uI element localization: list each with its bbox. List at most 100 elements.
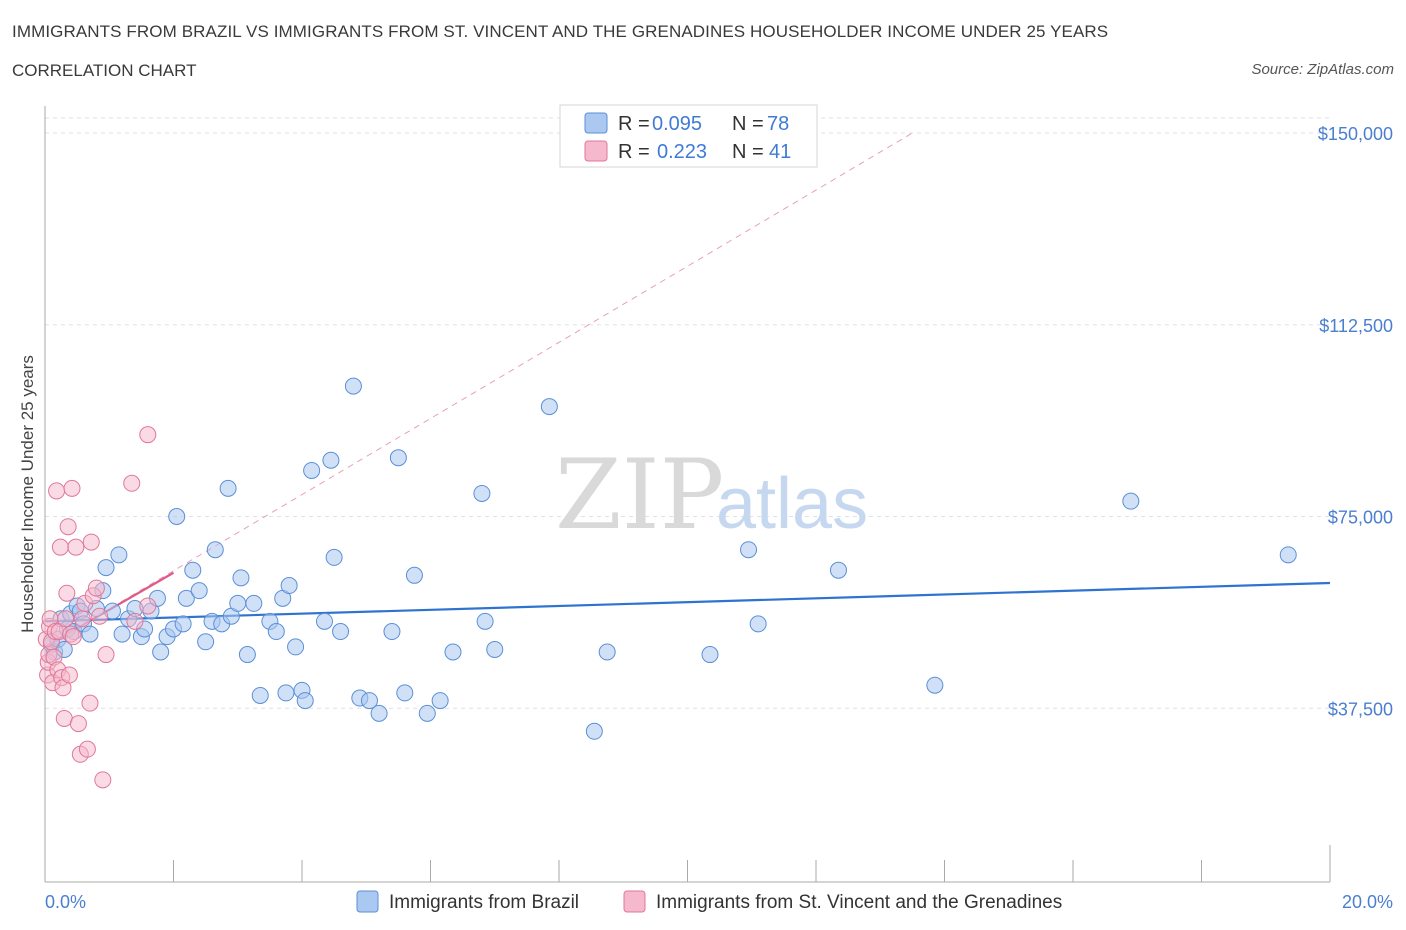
point-brazil-59 <box>370 704 388 722</box>
point-stvincent-23 <box>64 628 82 646</box>
point-brazil-69 <box>486 640 504 658</box>
point-brazil-77 <box>926 676 944 694</box>
point-brazil-34 <box>206 541 224 559</box>
legend-r-label-brazil: R = <box>618 113 650 135</box>
trend-line-stvincent-extended <box>44 132 913 648</box>
point-brazil-16 <box>110 546 128 564</box>
point-brazil-46 <box>277 684 295 702</box>
point-brazil-62 <box>396 684 414 702</box>
y-tick-label-1: $75,000 <box>1328 508 1393 528</box>
point-brazil-72 <box>598 643 616 661</box>
point-stvincent-10 <box>48 482 66 500</box>
legend-n-value-stvincent: 41 <box>769 141 791 163</box>
point-brazil-47 <box>280 577 298 595</box>
point-brazil-44 <box>267 623 285 641</box>
point-stvincent-16 <box>55 709 73 727</box>
point-stvincent-37 <box>123 474 141 492</box>
y-tick-label-3: $150,000 <box>1318 124 1393 144</box>
point-brazil-56 <box>344 377 362 395</box>
point-brazil-28 <box>174 615 192 633</box>
y-tick-label-2: $112,500 <box>1319 316 1393 336</box>
point-brazil-63 <box>405 566 423 584</box>
trend-layer <box>44 132 1331 648</box>
point-brazil-54 <box>325 548 343 566</box>
bottom-legend-swatch-stvincent <box>623 890 646 913</box>
point-stvincent-30 <box>81 694 99 712</box>
point-stvincent-40 <box>139 426 157 444</box>
point-stvincent-19 <box>59 518 77 536</box>
point-brazil-74 <box>740 541 758 559</box>
y-tick-labels: $37,500 $75,000 $112,500 $150,000 <box>1318 124 1393 719</box>
legend-swatch-brazil <box>584 112 608 134</box>
bottom-legend-label-stvincent: Immigrants from St. Vincent and the Gren… <box>656 892 1062 913</box>
chart-title: IMMIGRANTS FROM BRAZIL VS IMMIGRANTS FRO… <box>12 22 1109 41</box>
point-brazil-52 <box>315 612 333 630</box>
point-brazil-17 <box>113 625 131 643</box>
point-brazil-55 <box>332 623 350 641</box>
point-brazil-48 <box>287 638 305 656</box>
legend-r-label-stvincent: R = <box>618 141 650 163</box>
point-brazil-24 <box>152 643 170 661</box>
point-brazil-53 <box>322 451 340 469</box>
x-tick-label-min: 0.0% <box>45 892 86 912</box>
trend-line-brazil <box>44 581 1331 623</box>
point-stvincent-29 <box>78 740 96 758</box>
point-brazil-65 <box>431 692 449 710</box>
y-tick-label-0: $37,500 <box>1328 699 1393 719</box>
point-brazil-50 <box>296 692 314 710</box>
point-brazil-58 <box>360 692 378 710</box>
point-brazil-29 <box>177 589 195 607</box>
point-stvincent-20 <box>60 666 78 684</box>
point-brazil-51 <box>303 461 321 479</box>
legend-n-label-brazil: N = <box>732 113 764 135</box>
legend-r-value-brazil: 0.095 <box>652 113 702 135</box>
legend-n-label-stvincent: N = <box>732 141 764 163</box>
point-brazil-38 <box>229 594 247 612</box>
point-brazil-70 <box>540 398 558 416</box>
point-brazil-61 <box>389 449 407 467</box>
point-stvincent-22 <box>63 479 81 497</box>
point-stvincent-18 <box>58 584 76 602</box>
x-tick-label-max: 20.0% <box>1342 892 1393 912</box>
axes-layer <box>44 106 1331 883</box>
point-stvincent-24 <box>67 538 85 556</box>
point-brazil-40 <box>238 646 256 664</box>
point-brazil-42 <box>251 686 269 704</box>
chart-subtitle: CORRELATION CHART <box>12 61 197 80</box>
point-stvincent-39 <box>139 597 157 615</box>
point-brazil-31 <box>190 582 208 600</box>
point-brazil-39 <box>232 569 250 587</box>
bottom-legend-label-brazil: Immigrants from Brazil <box>389 892 579 913</box>
points-layer <box>37 377 1297 789</box>
point-brazil-71 <box>585 722 603 740</box>
source-label: Source: ZipAtlas.com <box>1251 61 1394 78</box>
point-stvincent-31 <box>82 533 100 551</box>
point-brazil-78 <box>1122 492 1140 510</box>
legend-r-value-stvincent: 0.223 <box>657 141 707 163</box>
y-axis-label: Householder Income Under 25 years <box>18 355 37 633</box>
point-stvincent-25 <box>69 715 87 733</box>
point-stvincent-13 <box>51 538 69 556</box>
point-stvincent-27 <box>73 610 91 628</box>
legend-box: R = 0.095 N = 78 R = 0.223 N = 41 <box>559 104 818 168</box>
point-brazil-76 <box>829 561 847 579</box>
point-brazil-64 <box>418 704 436 722</box>
point-stvincent-34 <box>91 607 109 625</box>
watermark-zip: ZIP <box>555 439 724 551</box>
point-brazil-36 <box>219 479 237 497</box>
point-brazil-68 <box>476 612 494 630</box>
point-brazil-27 <box>168 508 186 525</box>
bottom-legend-swatch-brazil <box>356 890 379 913</box>
point-stvincent-17 <box>57 610 75 628</box>
point-brazil-41 <box>245 594 263 612</box>
point-brazil-66 <box>444 643 462 661</box>
point-brazil-79 <box>1279 546 1297 564</box>
point-stvincent-33 <box>87 579 105 597</box>
point-brazil-75 <box>749 615 767 633</box>
point-brazil-14 <box>97 559 115 577</box>
point-brazil-67 <box>473 484 491 502</box>
legend-swatch-stvincent <box>584 140 608 162</box>
point-brazil-73 <box>701 646 719 664</box>
watermark-atlas: atlas <box>716 464 868 544</box>
